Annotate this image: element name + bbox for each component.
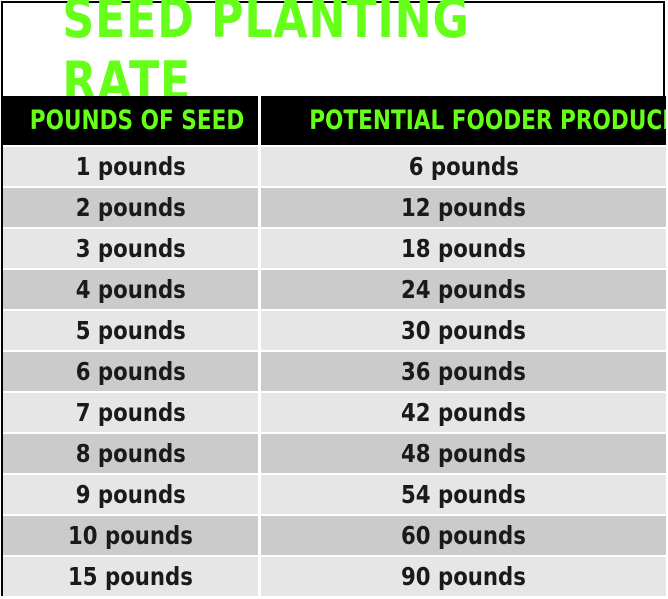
cell-fodder-produced: 60 pounds	[259, 514, 666, 556]
table-row: 8 pounds 48 pounds	[3, 432, 666, 474]
table-row: 3 pounds 18 pounds	[3, 227, 666, 269]
column-header-potential-fodder: POTENTIAL FOODER PRODUCED	[259, 96, 666, 146]
table-row: 5 pounds 30 pounds	[3, 309, 666, 351]
table-row: 15 pounds 90 pounds	[3, 555, 666, 596]
table-row: 9 pounds 54 pounds	[3, 473, 666, 515]
column-header-pounds-of-seed: POUNDS OF SEED	[3, 96, 261, 146]
cell-pounds-of-seed: 5 pounds	[3, 309, 261, 351]
cell-fodder-produced: 18 pounds	[259, 227, 666, 269]
cell-pounds-of-seed: 9 pounds	[3, 473, 261, 515]
cell-fodder-produced: 12 pounds	[259, 186, 666, 228]
cell-pounds-of-seed: 10 pounds	[3, 514, 261, 556]
cell-pounds-of-seed: 6 pounds	[3, 350, 261, 392]
cell-fodder-produced: 90 pounds	[259, 555, 666, 596]
cell-fodder-produced: 24 pounds	[259, 268, 666, 310]
cell-fodder-produced: 30 pounds	[259, 309, 666, 351]
seed-rate-table: POUNDS OF SEED POTENTIAL FOODER PRODUCED…	[3, 96, 666, 596]
cell-fodder-produced: 48 pounds	[259, 432, 666, 474]
cell-pounds-of-seed: 1 pounds	[3, 145, 261, 187]
table-header-row: POUNDS OF SEED POTENTIAL FOODER PRODUCED	[3, 96, 666, 146]
cell-pounds-of-seed: 7 pounds	[3, 391, 261, 433]
table-row: 6 pounds 36 pounds	[3, 350, 666, 392]
cell-fodder-produced: 42 pounds	[259, 391, 666, 433]
cell-pounds-of-seed: 3 pounds	[3, 227, 261, 269]
table-row: 1 pounds 6 pounds	[3, 145, 666, 187]
table-row: 4 pounds 24 pounds	[3, 268, 666, 310]
cell-fodder-produced: 36 pounds	[259, 350, 666, 392]
table-row: 7 pounds 42 pounds	[3, 391, 666, 433]
cell-fodder-produced: 6 pounds	[259, 145, 666, 187]
page-title: SEED PLANTING RATE	[62, 0, 470, 113]
table-row: 2 pounds 12 pounds	[3, 186, 666, 228]
table-row: 10 pounds 60 pounds	[3, 514, 666, 556]
cell-pounds-of-seed: 2 pounds	[3, 186, 261, 228]
cell-pounds-of-seed: 8 pounds	[3, 432, 261, 474]
cell-fodder-produced: 54 pounds	[259, 473, 666, 515]
cell-pounds-of-seed: 4 pounds	[3, 268, 261, 310]
cell-pounds-of-seed: 15 pounds	[3, 555, 261, 596]
